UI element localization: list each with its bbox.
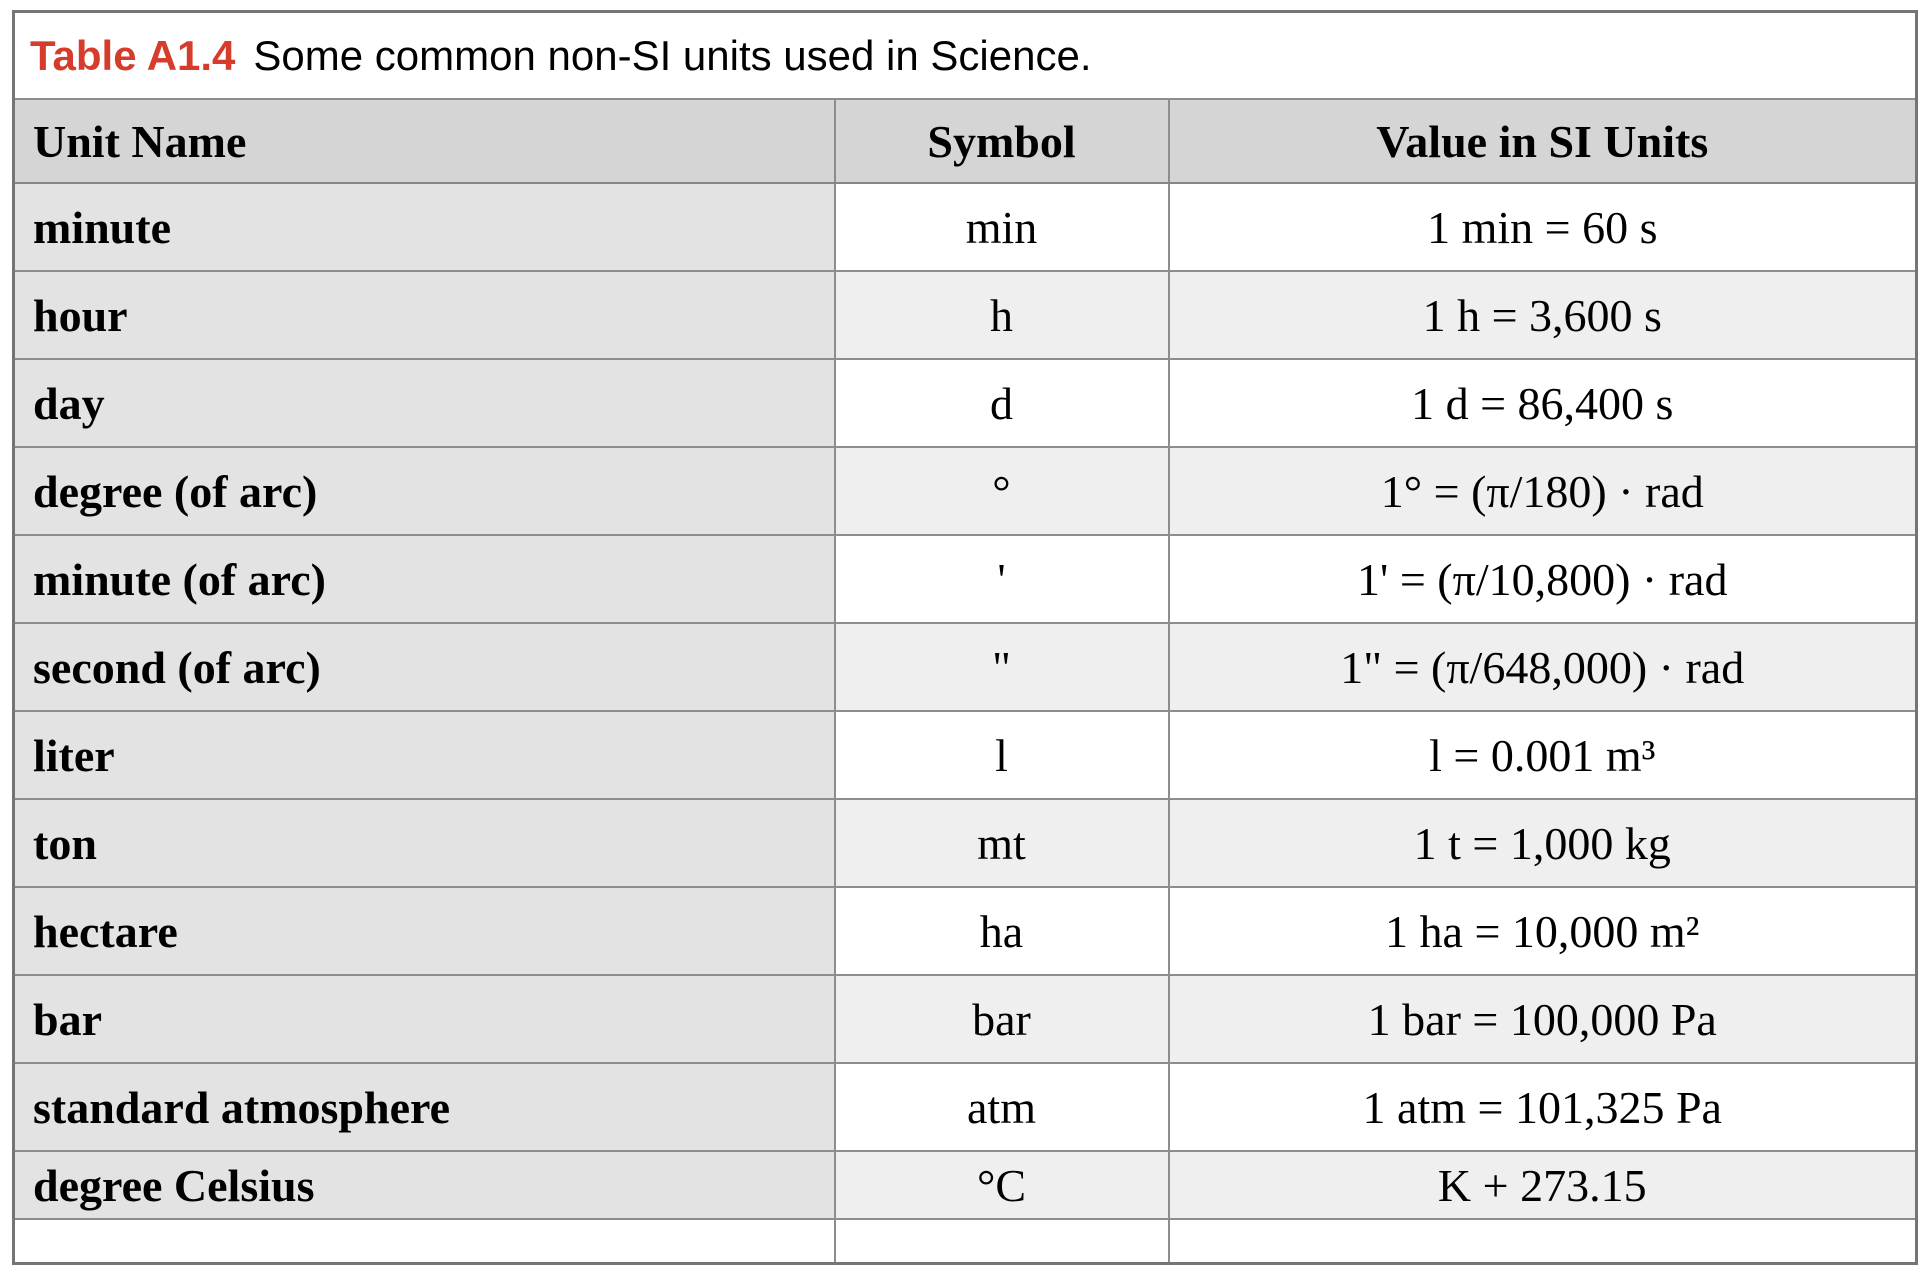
symbol-cell: ha [833,886,1170,976]
symbol-cell: bar [833,974,1170,1064]
symbol-cell: °C [833,1150,1170,1220]
unit-name-cell: second (of arc) [12,622,836,712]
value-cell: 1' = (π/10,800) · rad [1167,534,1918,624]
table-row: degree Celsius °C K + 273.15 [12,1150,1918,1220]
value-cell: 1 min = 60 s [1167,182,1918,272]
table-row: minute min 1 min = 60 s [12,182,1918,272]
table-row: hectare ha 1 ha = 10,000 m² [12,886,1918,976]
table-row: second (of arc) " 1" = (π/648,000) · rad [12,622,1918,712]
value-cell: K + 273.15 [1167,1150,1918,1220]
non-si-units-table: Table A1.4 Some common non-SI units used … [12,10,1919,1265]
page: Table A1.4 Some common non-SI units used … [12,10,1919,1265]
table-row: hour h 1 h = 3,600 s [12,270,1918,360]
value-cell: 1 atm = 101,325 Pa [1167,1062,1918,1152]
symbol-cell: l [833,710,1170,800]
unit-name-cell: bar [12,974,836,1064]
unit-name-cell: degree (of arc) [12,446,836,536]
symbol-cell: mt [833,798,1170,888]
value-cell: 1 d = 86,400 s [1167,358,1918,448]
unit-name-cell: hectare [12,886,836,976]
table-row: standard atmosphere atm 1 atm = 101,325 Pa [12,1062,1918,1152]
clipped-cell [12,1218,836,1264]
symbol-cell: atm [833,1062,1170,1152]
table-row: minute (of arc) ' 1' = (π/10,800) · rad [12,534,1918,624]
unit-name-cell: standard atmosphere [12,1062,836,1152]
value-cell: 1" = (π/648,000) · rad [1167,622,1918,712]
symbol-cell: min [833,182,1170,272]
unit-name-cell: minute [12,182,836,272]
symbol-cell: ' [833,534,1170,624]
table-row: bar bar 1 bar = 100,000 Pa [12,974,1918,1064]
clipped-cell [1167,1218,1918,1264]
clipped-row [12,1218,1918,1264]
value-cell: 1 h = 3,600 s [1167,270,1918,360]
clipped-cell [833,1218,1170,1264]
symbol-cell: " [833,622,1170,712]
table-number-label: Table A1.4 [30,31,236,79]
unit-name-cell: minute (of arc) [12,534,836,624]
table-header-row: Unit Name Symbol Value in SI Units [12,98,1918,184]
table-row: day d 1 d = 86,400 s [12,358,1918,448]
symbol-cell: h [833,270,1170,360]
table-caption: Table A1.4 Some common non-SI units used … [12,10,1918,100]
table-row: degree (of arc) ° 1° = (π/180) · rad [12,446,1918,536]
value-cell: 1 t = 1,000 kg [1167,798,1918,888]
unit-name-cell: liter [12,710,836,800]
unit-name-cell: degree Celsius [12,1150,836,1220]
value-cell: 1 bar = 100,000 Pa [1167,974,1918,1064]
symbol-cell: d [833,358,1170,448]
column-header-symbol: Symbol [833,98,1170,184]
symbol-cell: ° [833,446,1170,536]
column-header-value: Value in SI Units [1167,98,1918,184]
value-cell: l = 0.001 m³ [1167,710,1918,800]
value-cell: 1 ha = 10,000 m² [1167,886,1918,976]
column-header-unit-name: Unit Name [12,98,836,184]
unit-name-cell: hour [12,270,836,360]
unit-name-cell: day [12,358,836,448]
table-caption-row: Table A1.4 Some common non-SI units used … [12,10,1918,100]
table-row: ton mt 1 t = 1,000 kg [12,798,1918,888]
table-row: liter l l = 0.001 m³ [12,710,1918,800]
unit-name-cell: ton [12,798,836,888]
value-cell: 1° = (π/180) · rad [1167,446,1918,536]
table-caption-text: Some common non-SI units used in Science… [253,31,1092,79]
